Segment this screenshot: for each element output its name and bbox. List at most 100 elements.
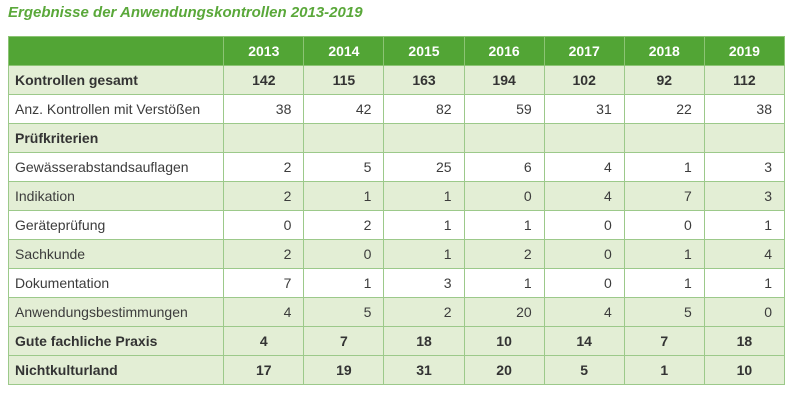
table-cell: 6 bbox=[463, 152, 545, 182]
table-cell: 25 bbox=[383, 152, 465, 182]
table-cell-empty bbox=[383, 123, 465, 153]
table-cell: 1 bbox=[463, 268, 545, 298]
table-cell: 0 bbox=[703, 297, 786, 327]
row-pruefkriterien-section: Prüfkriterien bbox=[7, 123, 786, 153]
table-cell-empty bbox=[543, 123, 625, 153]
table-cell: 194 bbox=[463, 65, 545, 95]
table-cell: 1 bbox=[383, 239, 465, 269]
table-cell: 4 bbox=[543, 181, 625, 211]
table-cell: 38 bbox=[223, 94, 305, 124]
table-cell: 1 bbox=[703, 268, 786, 298]
table-cell: 1 bbox=[623, 355, 705, 385]
table-cell: 2 bbox=[383, 297, 465, 327]
table-cell: 82 bbox=[383, 94, 465, 124]
table-cell: 4 bbox=[543, 152, 625, 182]
table-cell: 0 bbox=[303, 239, 385, 269]
table-cell: 1 bbox=[703, 210, 786, 240]
table-cell: 112 bbox=[703, 65, 786, 95]
table-cell: 2 bbox=[223, 152, 305, 182]
section-label: Prüfkriterien bbox=[7, 123, 225, 153]
row-label: Anz. Kontrollen mit Verstößen bbox=[7, 94, 225, 124]
table-cell: 4 bbox=[223, 297, 305, 327]
table-cell: 18 bbox=[383, 326, 465, 356]
column-header-2014: 2014 bbox=[303, 36, 385, 66]
table-cell: 42 bbox=[303, 94, 385, 124]
table-cell: 7 bbox=[223, 268, 305, 298]
table-cell: 10 bbox=[463, 326, 545, 356]
table-cell: 17 bbox=[223, 355, 305, 385]
row-nichtkulturland: Nichtkulturland 17 19 31 20 5 1 10 bbox=[7, 355, 786, 385]
row-label: Kontrollen gesamt bbox=[7, 65, 225, 95]
table-cell: 0 bbox=[543, 210, 625, 240]
table-cell: 4 bbox=[223, 326, 305, 356]
table-cell: 19 bbox=[303, 355, 385, 385]
table-cell: 2 bbox=[223, 239, 305, 269]
table-cell: 1 bbox=[303, 181, 385, 211]
table-cell: 3 bbox=[703, 152, 786, 182]
row-label: Anwendungsbestimmungen bbox=[7, 297, 225, 327]
row-label: Nichtkulturland bbox=[7, 355, 225, 385]
table-cell: 3 bbox=[703, 181, 786, 211]
table-cell: 1 bbox=[623, 152, 705, 182]
column-header-2015: 2015 bbox=[383, 36, 465, 66]
table-cell: 2 bbox=[223, 181, 305, 211]
column-header-2013: 2013 bbox=[223, 36, 305, 66]
column-header-2016: 2016 bbox=[463, 36, 545, 66]
table-cell: 5 bbox=[303, 152, 385, 182]
results-table: 2013 2014 2015 2016 2017 2018 2019 Kontr… bbox=[7, 36, 786, 385]
table-cell: 1 bbox=[623, 239, 705, 269]
row-label: Gute fachliche Praxis bbox=[7, 326, 225, 356]
table-cell: 3 bbox=[383, 268, 465, 298]
table-cell: 92 bbox=[623, 65, 705, 95]
row-label: Geräteprüfung bbox=[7, 210, 225, 240]
table-cell: 1 bbox=[383, 181, 465, 211]
table-cell-empty bbox=[703, 123, 786, 153]
table-cell: 10 bbox=[703, 355, 786, 385]
header-row: 2013 2014 2015 2016 2017 2018 2019 bbox=[7, 36, 786, 66]
table-cell: 102 bbox=[543, 65, 625, 95]
table-cell: 1 bbox=[463, 210, 545, 240]
row-indikation: Indikation 2 1 1 0 4 7 3 bbox=[7, 181, 786, 211]
table-cell: 5 bbox=[303, 297, 385, 327]
table-cell: 22 bbox=[623, 94, 705, 124]
table-cell: 14 bbox=[543, 326, 625, 356]
row-label: Gewässerabstandsauflagen bbox=[7, 152, 225, 182]
table-cell: 1 bbox=[623, 268, 705, 298]
table-cell: 5 bbox=[543, 355, 625, 385]
table-cell: 31 bbox=[383, 355, 465, 385]
column-header-2017: 2017 bbox=[543, 36, 625, 66]
table-cell: 7 bbox=[623, 181, 705, 211]
table-cell: 1 bbox=[303, 268, 385, 298]
table-cell: 142 bbox=[223, 65, 305, 95]
table-cell: 38 bbox=[703, 94, 786, 124]
table-cell: 4 bbox=[543, 297, 625, 327]
table-cell: 18 bbox=[703, 326, 786, 356]
table-cell: 31 bbox=[543, 94, 625, 124]
table-cell-empty bbox=[463, 123, 545, 153]
row-anwendungsbestimmungen: Anwendungsbestimmungen 4 5 2 20 4 5 0 bbox=[7, 297, 786, 327]
table-cell-empty bbox=[303, 123, 385, 153]
header-corner-cell bbox=[7, 36, 225, 66]
table-cell: 0 bbox=[463, 181, 545, 211]
table-title: Ergebnisse der Anwendungskontrollen 2013… bbox=[8, 4, 363, 21]
table-cell: 0 bbox=[623, 210, 705, 240]
table-cell: 59 bbox=[463, 94, 545, 124]
row-label: Dokumentation bbox=[7, 268, 225, 298]
table-cell: 115 bbox=[303, 65, 385, 95]
table-cell: 7 bbox=[623, 326, 705, 356]
table-cell: 0 bbox=[543, 268, 625, 298]
table-cell: 20 bbox=[463, 355, 545, 385]
table-cell: 5 bbox=[623, 297, 705, 327]
table-cell: 2 bbox=[303, 210, 385, 240]
table-cell-empty bbox=[623, 123, 705, 153]
row-verstoesse: Anz. Kontrollen mit Verstößen 38 42 82 5… bbox=[7, 94, 786, 124]
table-cell: 0 bbox=[223, 210, 305, 240]
table-cell: 2 bbox=[463, 239, 545, 269]
row-geraetepruefung: Geräteprüfung 0 2 1 1 0 0 1 bbox=[7, 210, 786, 240]
table-cell-empty bbox=[223, 123, 305, 153]
row-gute-fachliche-praxis: Gute fachliche Praxis 4 7 18 10 14 7 18 bbox=[7, 326, 786, 356]
row-sachkunde: Sachkunde 2 0 1 2 0 1 4 bbox=[7, 239, 786, 269]
row-label: Sachkunde bbox=[7, 239, 225, 269]
row-kontrollen-gesamt: Kontrollen gesamt 142 115 163 194 102 92… bbox=[7, 65, 786, 95]
table-cell: 1 bbox=[383, 210, 465, 240]
